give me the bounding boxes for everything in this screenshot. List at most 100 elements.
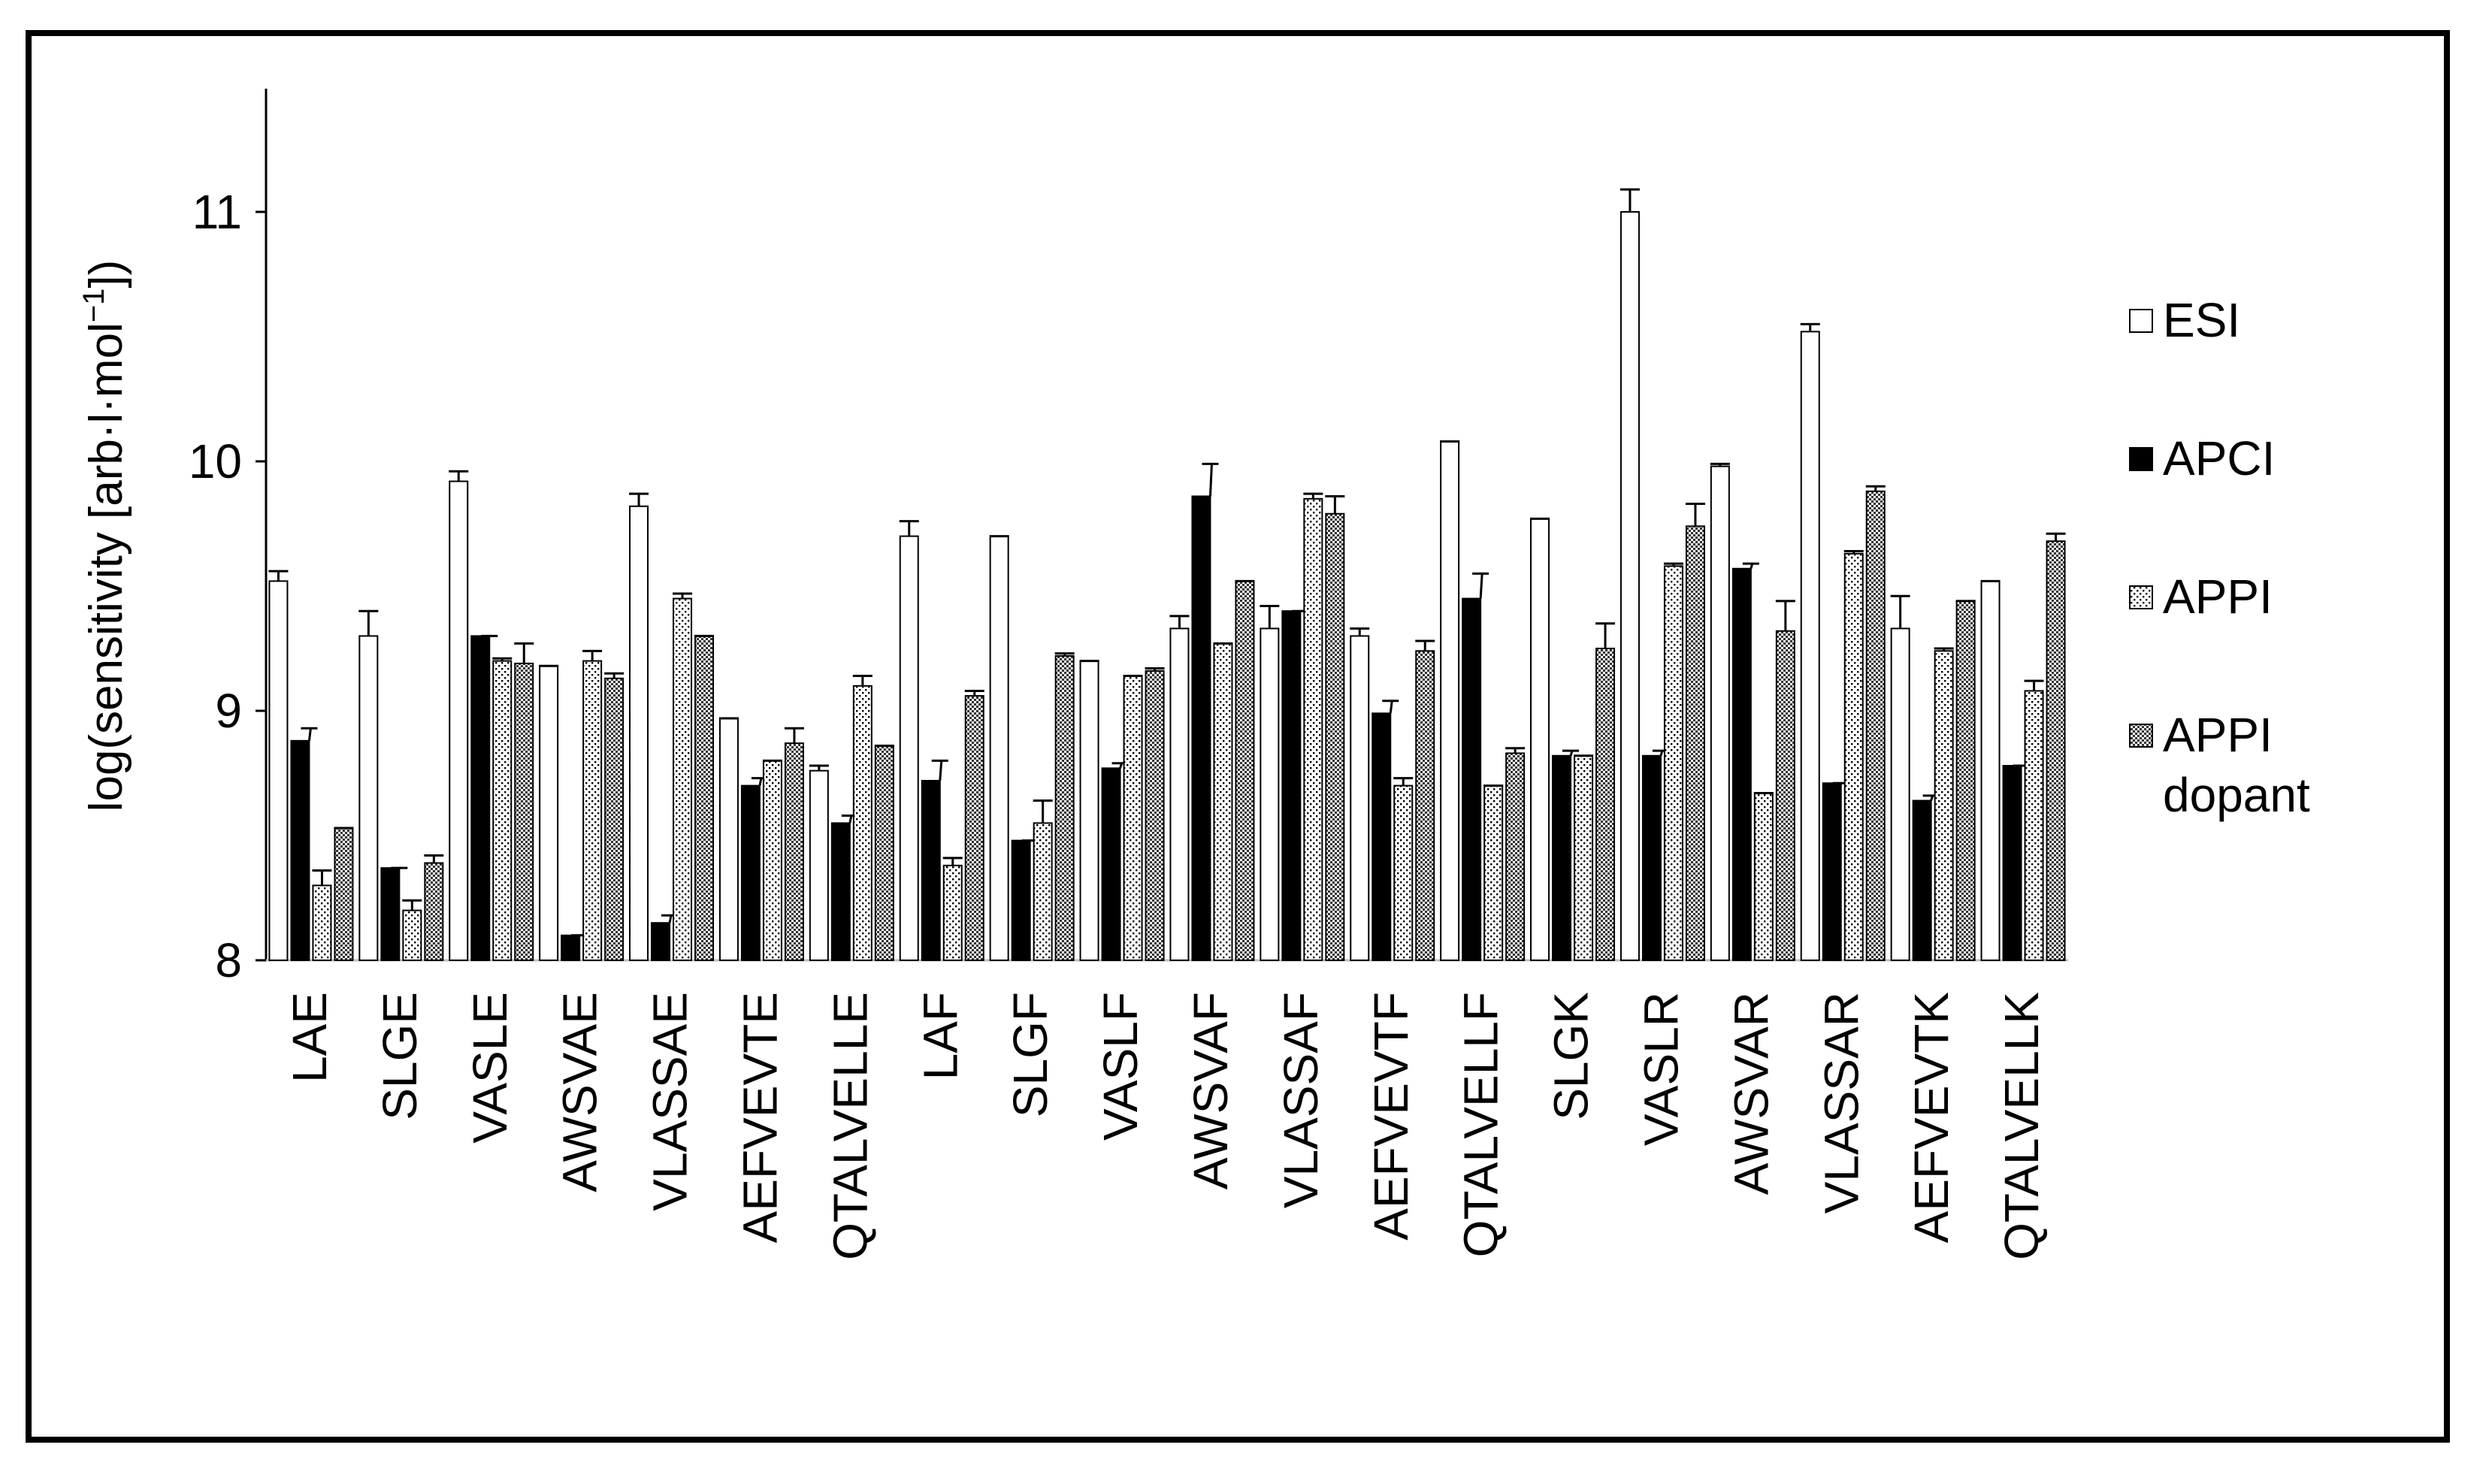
bar-esi xyxy=(1619,211,1640,961)
legend-swatch-appi-dopant xyxy=(2129,724,2153,748)
bar-apci xyxy=(1372,712,1392,961)
x-tick-label: VASLE xyxy=(463,992,517,1144)
bar-esi xyxy=(1350,635,1370,962)
legend-swatch-appi xyxy=(2129,585,2153,609)
bar-apci xyxy=(1281,610,1302,961)
bar-esi xyxy=(1079,660,1099,961)
bar-appi xyxy=(762,760,782,962)
bar-appi xyxy=(1213,642,1233,961)
bar-appi xyxy=(1303,497,1323,961)
bar-esi xyxy=(449,480,469,961)
legend-label-appi-dopant: APPI xyxy=(2163,708,2273,762)
x-tick-label: QTALVELLK xyxy=(1995,992,2049,1260)
bar-appi-dopant xyxy=(1775,630,1795,961)
legend-swatch-esi xyxy=(2129,309,2153,333)
legend-swatch-apci xyxy=(2129,447,2153,471)
x-tick-label: SLGF xyxy=(1003,992,1057,1117)
bar-appi-dopant xyxy=(964,695,984,962)
bar-appi-dopant xyxy=(1685,525,1705,961)
legend-label-apci: APCI xyxy=(2163,431,2275,485)
bar-appi-dopant xyxy=(1145,669,1165,961)
bar-appi-dopant xyxy=(1955,600,1976,961)
bar-apci xyxy=(290,739,310,962)
y-axis-title: log(sensitivity [arb·l·mol−1]) xyxy=(77,260,132,812)
bar-appi xyxy=(673,597,693,961)
x-tick-label: AEFVEVTF xyxy=(1364,992,1418,1241)
x-tick-label: LAF xyxy=(913,992,967,1080)
bar-appi xyxy=(2024,690,2044,961)
bar-apci xyxy=(651,922,671,961)
bar-appi xyxy=(1753,792,1774,961)
bar-apci xyxy=(921,779,941,962)
bar-appi-dopant xyxy=(514,662,534,961)
y-axis-title-exponent: −1 xyxy=(77,289,110,323)
bar-appi xyxy=(1483,784,1504,961)
error-bar xyxy=(939,760,943,781)
bar-appi-dopant xyxy=(1235,580,1255,961)
bar-chart: 8 9 10 11 LAE SLGE VASLE AWSVAE VLASSAE AEFVEVTE… xyxy=(77,89,2310,1260)
bar-appi xyxy=(402,909,422,961)
x-tick-label: VASLR xyxy=(1634,992,1688,1146)
legend-label-appi: APPI xyxy=(2163,570,2273,624)
error-bar xyxy=(1208,464,1213,497)
bar-appi xyxy=(1934,650,1954,961)
bar-appi xyxy=(1033,822,1053,962)
bar-appi-dopant xyxy=(784,742,804,961)
x-tick-label: QTALVELLE xyxy=(823,992,877,1260)
bar-apci xyxy=(740,784,761,961)
bar-apci xyxy=(2002,765,2022,961)
legend: ESI APCI APPI APPI dopant xyxy=(2129,293,2310,822)
bar-appi xyxy=(312,884,332,962)
y-tick-label: 10 xyxy=(189,434,242,488)
legend-label-esi: ESI xyxy=(2163,293,2240,347)
error-bar xyxy=(758,778,763,786)
bar-appi-dopant xyxy=(1505,752,1526,961)
bar-esi xyxy=(1169,627,1190,961)
bar-appi xyxy=(852,685,873,961)
x-tick-label: VASLF xyxy=(1093,992,1148,1141)
bar-apci xyxy=(1101,767,1121,961)
bar-appi-dopant xyxy=(1595,648,1616,961)
bar-esi xyxy=(629,505,649,961)
chart-frame: 8 9 10 11 LAE SLGE VASLE AWSVAE VLASSAE AEFVEVTE… xyxy=(26,30,2450,1443)
bars-group xyxy=(268,188,2066,962)
bar-appi-dopant xyxy=(1415,650,1435,961)
bar-apci xyxy=(1552,754,1572,961)
bar-esi xyxy=(899,535,919,961)
bar-appi xyxy=(582,660,603,961)
error-bar xyxy=(668,914,673,923)
bar-esi xyxy=(358,635,379,962)
bar-appi xyxy=(1843,552,1864,961)
x-tick-label: AWSVAF xyxy=(1184,992,1238,1189)
x-tick-label: VLASSAE xyxy=(643,992,697,1211)
error-bar xyxy=(307,728,312,742)
bar-apci xyxy=(470,635,491,962)
bar-appi xyxy=(492,660,513,961)
bar-esi xyxy=(1980,580,2001,961)
bar-appi-dopant xyxy=(424,862,444,962)
bar-appi xyxy=(1123,675,1143,962)
bar-appi-dopant xyxy=(1865,490,1886,961)
bar-apci xyxy=(1731,567,1752,961)
x-tick-label: VLASSAR xyxy=(1814,992,1868,1213)
error-bar xyxy=(1389,700,1393,714)
y-axis-title-main: log(sensitivity [arb·l·mol xyxy=(80,322,132,812)
bar-apci xyxy=(1191,495,1211,961)
x-tick-label: AEFVEVTE xyxy=(733,992,787,1243)
x-tick-label: QTALVELLF xyxy=(1454,992,1508,1257)
x-tick-label: LAE xyxy=(283,992,337,1083)
legend-label-appi-dopant: dopant xyxy=(2163,768,2310,822)
bar-apci xyxy=(1912,799,1932,962)
bar-appi xyxy=(1663,565,1683,961)
bar-appi-dopant xyxy=(604,677,625,962)
bar-apci xyxy=(561,934,581,962)
x-tick-label: AWSVAR xyxy=(1724,992,1778,1195)
bar-appi-dopant xyxy=(874,745,894,961)
bar-appi-dopant xyxy=(694,635,715,962)
bar-apci xyxy=(1822,782,1842,962)
bar-apci xyxy=(1641,754,1662,961)
x-tick-label: AWSVAE xyxy=(553,992,607,1192)
bar-esi xyxy=(718,717,739,962)
bar-esi xyxy=(809,769,829,961)
y-tick-label: 9 xyxy=(215,684,242,738)
